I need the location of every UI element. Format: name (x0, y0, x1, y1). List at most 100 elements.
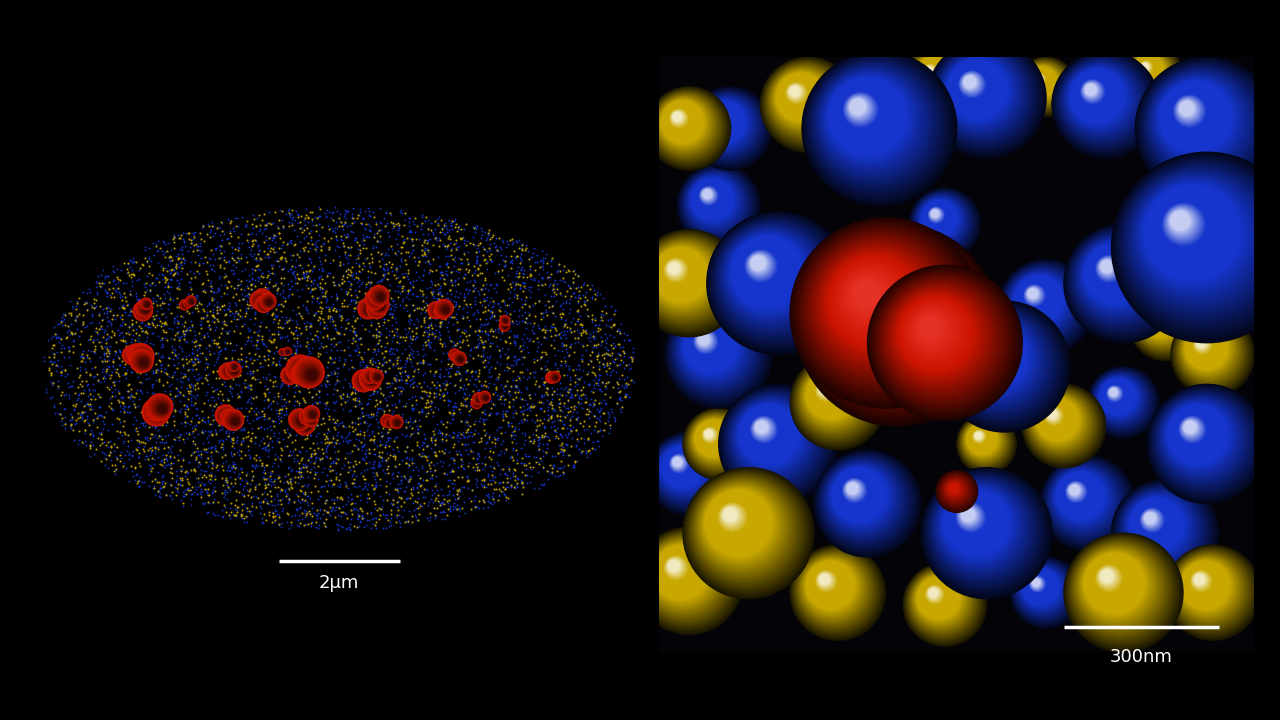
Point (145, 367, 165, 379)
Point (233, 498, 253, 510)
Point (239, 478, 260, 490)
Point (398, 285, 419, 297)
Circle shape (504, 320, 508, 323)
Point (344, 387, 365, 399)
Point (403, 482, 424, 493)
Point (485, 330, 506, 342)
Circle shape (658, 549, 700, 593)
Point (317, 330, 338, 342)
Circle shape (938, 485, 1019, 566)
Circle shape (760, 57, 855, 152)
Point (78, 397, 99, 409)
Point (518, 402, 539, 414)
Point (504, 387, 525, 398)
Point (524, 438, 544, 449)
Point (526, 456, 547, 468)
Point (111, 334, 132, 346)
Point (79, 384, 100, 396)
Circle shape (694, 330, 718, 354)
Point (197, 327, 218, 338)
Point (152, 297, 173, 309)
Point (576, 451, 596, 463)
Point (506, 251, 526, 263)
Point (323, 215, 343, 226)
Point (223, 241, 243, 253)
Point (387, 323, 407, 335)
Circle shape (692, 328, 719, 356)
Circle shape (832, 467, 888, 523)
Point (369, 297, 389, 309)
Circle shape (690, 326, 726, 361)
Circle shape (183, 303, 188, 307)
Point (598, 376, 618, 387)
Point (512, 301, 532, 312)
Point (123, 269, 143, 280)
Circle shape (360, 369, 381, 390)
Point (596, 359, 617, 371)
Circle shape (910, 53, 961, 103)
Point (312, 273, 333, 284)
Circle shape (1032, 73, 1046, 86)
Point (576, 392, 596, 404)
Circle shape (221, 367, 232, 377)
Circle shape (667, 451, 694, 479)
Point (136, 450, 156, 462)
Circle shape (968, 425, 996, 453)
Circle shape (910, 52, 961, 104)
Point (540, 290, 561, 302)
Circle shape (436, 300, 452, 317)
Point (270, 483, 291, 495)
Circle shape (719, 384, 838, 503)
Point (527, 336, 548, 348)
Point (385, 484, 406, 495)
Circle shape (742, 247, 782, 287)
Point (407, 381, 428, 392)
Point (513, 328, 534, 340)
Point (170, 388, 191, 400)
Point (244, 274, 265, 286)
Circle shape (972, 429, 988, 445)
Point (152, 433, 173, 444)
Point (148, 428, 169, 440)
Circle shape (827, 254, 923, 350)
Circle shape (822, 71, 919, 168)
Point (260, 485, 280, 497)
Point (283, 452, 303, 464)
Point (325, 244, 346, 256)
Point (180, 389, 201, 400)
Circle shape (1068, 536, 1178, 647)
Circle shape (855, 282, 878, 305)
Point (532, 324, 553, 336)
Circle shape (352, 370, 374, 392)
Point (96, 302, 116, 314)
Point (416, 474, 436, 486)
Circle shape (137, 356, 150, 369)
Circle shape (138, 353, 147, 362)
Point (512, 478, 532, 490)
Point (306, 240, 326, 252)
Point (316, 451, 337, 463)
Point (260, 374, 280, 386)
Circle shape (963, 325, 1024, 386)
Point (543, 415, 563, 426)
Point (372, 319, 393, 330)
Circle shape (644, 238, 726, 320)
Circle shape (936, 48, 1030, 143)
Point (585, 394, 605, 405)
Point (358, 429, 379, 441)
Point (413, 356, 434, 368)
Point (513, 458, 534, 469)
Point (145, 321, 165, 333)
Circle shape (916, 314, 945, 343)
Point (367, 330, 388, 341)
Circle shape (548, 374, 556, 382)
Point (486, 314, 507, 325)
Point (105, 278, 125, 289)
Circle shape (677, 313, 749, 384)
Point (586, 350, 607, 361)
Point (74, 400, 95, 412)
Point (475, 442, 495, 454)
Point (486, 381, 507, 392)
Point (526, 423, 547, 435)
Circle shape (1152, 193, 1224, 265)
